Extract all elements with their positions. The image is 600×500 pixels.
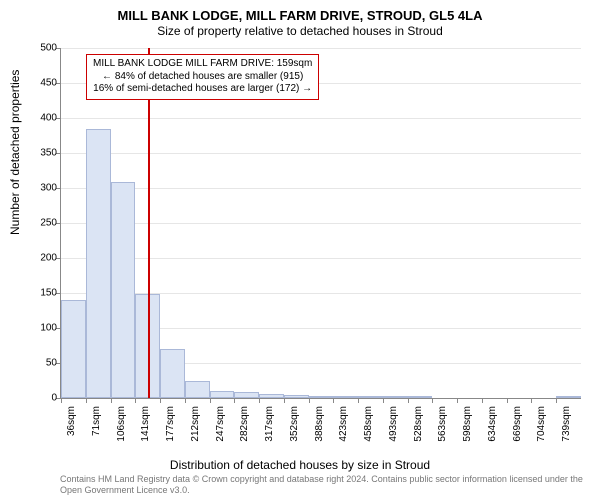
histogram-bar <box>86 129 111 399</box>
annotation-line: 16% of semi-detached houses are larger (… <box>93 83 312 96</box>
histogram-bar <box>160 349 185 398</box>
histogram-bar <box>259 394 284 398</box>
xtick-mark <box>86 398 87 403</box>
xtick-mark <box>309 398 310 403</box>
xtick-label: 423sqm <box>338 406 349 444</box>
histogram-bar <box>234 392 259 398</box>
histogram-bar <box>111 182 136 398</box>
histogram-bar <box>333 396 358 398</box>
ytick-label: 400 <box>40 113 57 124</box>
xtick-mark <box>457 398 458 403</box>
xtick-mark <box>408 398 409 403</box>
xtick-mark <box>284 398 285 403</box>
chart-title: MILL BANK LODGE, MILL FARM DRIVE, STROUD… <box>0 0 600 23</box>
histogram-bar <box>185 381 210 399</box>
xtick-mark <box>556 398 557 403</box>
ytick-label: 50 <box>46 358 57 369</box>
histogram-bar <box>284 395 309 399</box>
ytick-label: 450 <box>40 78 57 89</box>
gridline <box>61 48 581 49</box>
xtick-label: 71sqm <box>91 406 102 444</box>
ytick-label: 250 <box>40 218 57 229</box>
xtick-label: 563sqm <box>437 406 448 444</box>
xtick-label: 739sqm <box>561 406 572 444</box>
x-axis-label: Distribution of detached houses by size … <box>0 458 600 472</box>
xtick-mark <box>259 398 260 403</box>
xtick-label: 458sqm <box>363 406 374 444</box>
plot-area: 05010015020025030035040045050036sqm71sqm… <box>60 48 581 399</box>
xtick-mark <box>507 398 508 403</box>
ytick-label: 500 <box>40 43 57 54</box>
xtick-label: 106sqm <box>116 406 127 444</box>
xtick-mark <box>61 398 62 403</box>
ytick-label: 350 <box>40 148 57 159</box>
histogram-bar <box>358 396 383 398</box>
xtick-mark <box>160 398 161 403</box>
xtick-label: 704sqm <box>536 406 547 444</box>
xtick-label: 493sqm <box>388 406 399 444</box>
gridline <box>61 258 581 259</box>
histogram-bar <box>556 396 581 398</box>
xtick-label: 282sqm <box>239 406 250 444</box>
xtick-label: 247sqm <box>215 406 226 444</box>
xtick-label: 177sqm <box>165 406 176 444</box>
gridline <box>61 223 581 224</box>
xtick-label: 36sqm <box>66 406 77 444</box>
xtick-mark <box>234 398 235 403</box>
xtick-label: 317sqm <box>264 406 275 444</box>
ytick-label: 300 <box>40 183 57 194</box>
xtick-mark <box>383 398 384 403</box>
xtick-label: 669sqm <box>512 406 523 444</box>
xtick-label: 352sqm <box>289 406 300 444</box>
histogram-bar <box>61 300 86 398</box>
annotation-line: MILL BANK LODGE MILL FARM DRIVE: 159sqm <box>93 58 312 71</box>
copyright-text: Contains HM Land Registry data © Crown c… <box>60 474 590 496</box>
histogram-bar <box>210 391 235 398</box>
ytick-label: 100 <box>40 323 57 334</box>
y-axis-label: Number of detached properties <box>8 70 22 235</box>
chart-container: MILL BANK LODGE, MILL FARM DRIVE, STROUD… <box>0 0 600 500</box>
gridline <box>61 153 581 154</box>
histogram-bar <box>408 396 433 398</box>
xtick-label: 528sqm <box>413 406 424 444</box>
chart-subtitle: Size of property relative to detached ho… <box>0 23 600 38</box>
gridline <box>61 188 581 189</box>
histogram-bar <box>383 396 408 398</box>
xtick-mark <box>210 398 211 403</box>
xtick-mark <box>531 398 532 403</box>
annotation-box: MILL BANK LODGE MILL FARM DRIVE: 159sqm←… <box>86 54 319 100</box>
xtick-label: 598sqm <box>462 406 473 444</box>
xtick-label: 141sqm <box>140 406 151 444</box>
annotation-line: ← 84% of detached houses are smaller (91… <box>93 71 312 84</box>
xtick-mark <box>111 398 112 403</box>
xtick-label: 388sqm <box>314 406 325 444</box>
ytick-label: 0 <box>51 393 57 404</box>
xtick-mark <box>185 398 186 403</box>
xtick-mark <box>482 398 483 403</box>
xtick-label: 212sqm <box>190 406 201 444</box>
xtick-label: 634sqm <box>487 406 498 444</box>
marker-line <box>148 48 150 398</box>
xtick-mark <box>333 398 334 403</box>
xtick-mark <box>358 398 359 403</box>
xtick-mark <box>432 398 433 403</box>
ytick-label: 200 <box>40 253 57 264</box>
xtick-mark <box>135 398 136 403</box>
gridline <box>61 118 581 119</box>
histogram-bar <box>309 396 334 398</box>
ytick-label: 150 <box>40 288 57 299</box>
